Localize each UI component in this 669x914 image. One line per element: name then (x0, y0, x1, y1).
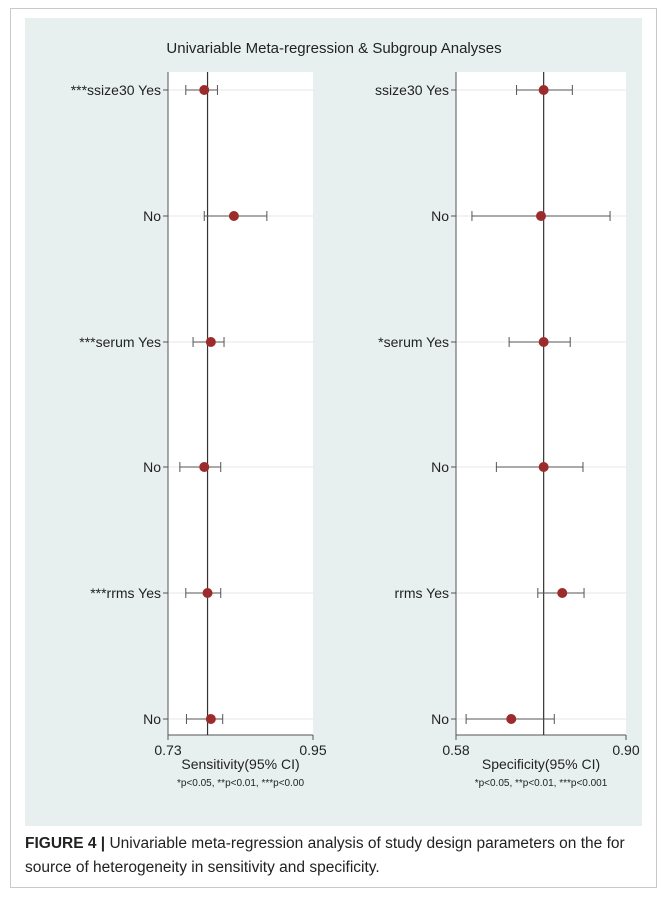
x-tick-label: 0.73 (154, 742, 181, 758)
point-estimate-marker (199, 462, 210, 472)
point-estimate-marker (538, 462, 549, 472)
significance-note: *p<0.05, **p<0.01, ***p<0.001 (475, 778, 608, 789)
row-label: No (431, 208, 449, 224)
point-estimate-marker (538, 337, 549, 347)
figure-caption-text: Univariable meta-regression analysis of … (25, 835, 625, 876)
row-label: ***serum Yes (79, 334, 161, 350)
x-tick-label: 0.90 (612, 742, 639, 758)
point-estimate-marker (205, 337, 216, 347)
point-estimate-marker (199, 85, 210, 95)
figure-label: FIGURE 4 | (25, 835, 106, 852)
row-label: ***rrms Yes (90, 585, 161, 601)
row-label: No (143, 208, 161, 224)
plot-area (168, 72, 313, 735)
forest-panel-2: ssize30 Yes No *serum Yes No rrms Yes No 0.58 0… (375, 72, 640, 789)
row-label: *serum Yes (378, 334, 449, 350)
row-label: ssize30 Yes (375, 82, 449, 98)
point-estimate-marker (557, 588, 568, 598)
row-label: No (143, 459, 161, 475)
x-axis-label: Specificity(95% CI) (482, 756, 600, 772)
x-tick-label: 0.58 (442, 742, 469, 758)
significance-note: *p<0.05, **p<0.01, ***p<0.00 (177, 778, 304, 789)
point-estimate-marker (536, 211, 546, 221)
row-label: ***ssize30 Yes (71, 82, 161, 98)
plot-area (456, 72, 626, 735)
point-estimate-marker (538, 85, 549, 95)
chart-title: Univariable Meta-regression & Subgroup A… (166, 40, 501, 57)
panels-layer: ***ssize30 Yes No ***serum Yes No ***rrms Ye… (71, 72, 640, 789)
row-label: No (431, 459, 449, 475)
forest-panel-1: ***ssize30 Yes No ***serum Yes No ***rrms Ye… (71, 72, 327, 789)
point-estimate-marker (228, 211, 239, 221)
figure-caption: FIGURE 4 | Univariable meta-regression a… (25, 832, 640, 880)
point-estimate-marker (205, 714, 216, 724)
row-label: No (143, 711, 161, 727)
row-label: rrms Yes (395, 585, 449, 601)
point-estimate-marker (506, 714, 517, 724)
x-tick-label: 0.95 (299, 742, 326, 758)
point-estimate-marker (202, 588, 213, 598)
row-label: No (431, 711, 449, 727)
x-axis-label: Sensitivity(95% CI) (181, 756, 299, 772)
